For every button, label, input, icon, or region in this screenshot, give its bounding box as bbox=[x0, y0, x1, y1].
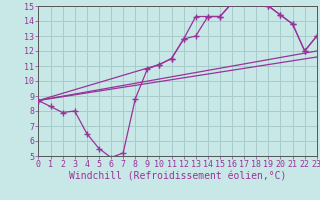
X-axis label: Windchill (Refroidissement éolien,°C): Windchill (Refroidissement éolien,°C) bbox=[69, 172, 286, 182]
